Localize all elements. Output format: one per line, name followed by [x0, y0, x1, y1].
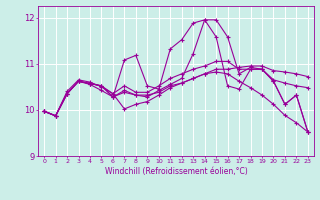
X-axis label: Windchill (Refroidissement éolien,°C): Windchill (Refroidissement éolien,°C) — [105, 167, 247, 176]
